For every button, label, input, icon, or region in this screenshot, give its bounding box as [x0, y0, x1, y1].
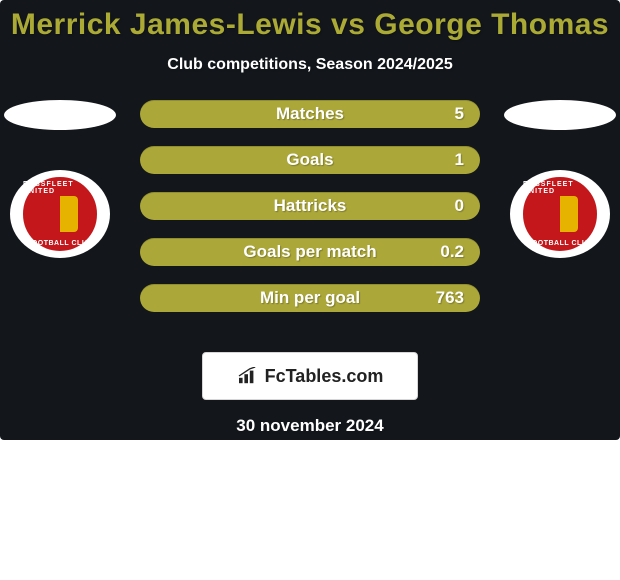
stat-right-value: 0: [424, 196, 464, 216]
stat-row: Goals1: [140, 146, 480, 174]
stat-row: Matches5: [140, 100, 480, 128]
stat-row: Min per goal763: [140, 284, 480, 312]
stat-label: Min per goal: [196, 288, 424, 308]
player-left-column: EBBSFLEET UNITED FOOTBALL CLUB: [0, 100, 120, 258]
club-text-top: EBBSFLEET UNITED: [523, 181, 597, 195]
club-center-shield: [42, 196, 78, 232]
player-right-avatar-placeholder: [504, 100, 616, 130]
club-inner-ring: EBBSFLEET UNITED FOOTBALL CLUB: [20, 174, 100, 254]
club-center-shield: [542, 196, 578, 232]
comparison-card: Merrick James-Lewis vs George Thomas Clu…: [0, 0, 620, 440]
stat-label: Goals: [196, 150, 424, 170]
stat-label: Matches: [196, 104, 424, 124]
stat-row: Goals per match0.2: [140, 238, 480, 266]
stat-row: Hattricks0: [140, 192, 480, 220]
subtitle: Club competitions, Season 2024/2025: [0, 56, 620, 74]
stat-right-value: 0.2: [424, 242, 464, 262]
player-right-column: EBBSFLEET UNITED FOOTBALL CLUB: [500, 100, 620, 258]
player-left-avatar-placeholder: [4, 100, 116, 130]
stats-list: Matches5Goals1Hattricks0Goals per match0…: [140, 100, 480, 312]
club-text-bottom: FOOTBALL CLUB: [27, 240, 93, 247]
stat-label: Hattricks: [196, 196, 424, 216]
date-text: 30 november 2024: [0, 416, 620, 436]
stat-right-value: 763: [424, 288, 464, 308]
stat-label: Goals per match: [196, 242, 424, 262]
club-text-top: EBBSFLEET UNITED: [23, 181, 97, 195]
player-left-club-badge: EBBSFLEET UNITED FOOTBALL CLUB: [10, 170, 110, 258]
stat-right-value: 1: [424, 150, 464, 170]
club-text-bottom: FOOTBALL CLUB: [527, 240, 593, 247]
page-title: Merrick James-Lewis vs George Thomas: [0, 0, 620, 42]
main-layout: EBBSFLEET UNITED FOOTBALL CLUB Matches5 G…: [0, 100, 620, 330]
brand-text: FcTables.com: [265, 366, 384, 387]
player-right-club-badge: EBBSFLEET UNITED FOOTBALL CLUB: [510, 170, 610, 258]
club-inner-ring: EBBSFLEET UNITED FOOTBALL CLUB: [520, 174, 600, 254]
stat-right-value: 5: [424, 104, 464, 124]
bar-chart-icon: [237, 367, 259, 385]
brand-box[interactable]: FcTables.com: [202, 352, 418, 400]
